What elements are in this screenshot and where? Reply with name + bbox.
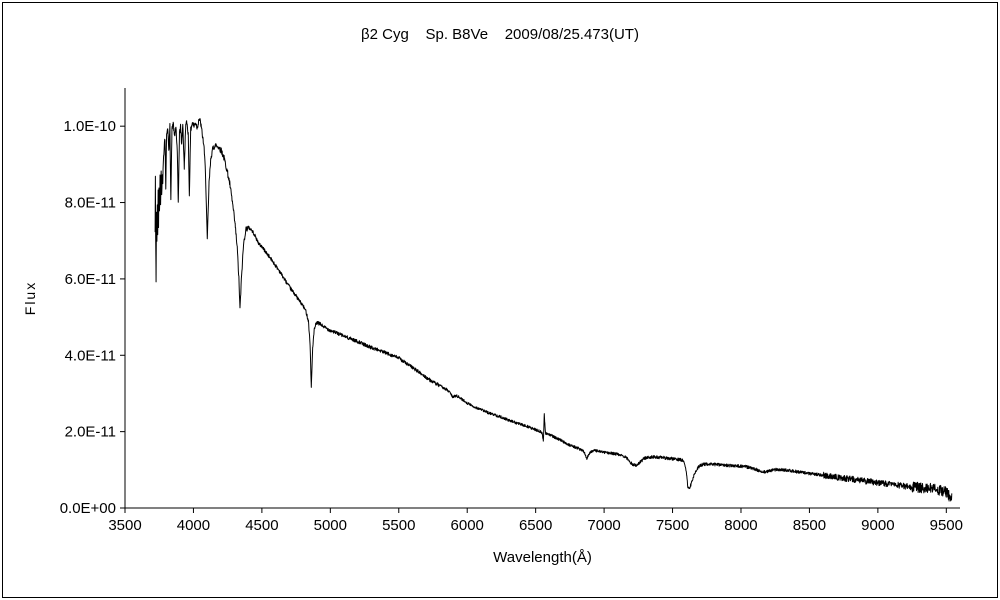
x-tick-label: 9000	[861, 517, 894, 534]
x-tick-label: 3500	[108, 517, 141, 534]
x-tick-label: 6500	[519, 517, 552, 534]
spectrum-line	[154, 118, 953, 502]
y-tick-label: 4.0E-11	[65, 347, 116, 364]
x-tick-label: 7000	[587, 517, 620, 534]
chart-title: β2 Cyg Sp. B8Ve 2009/08/25.473(UT)	[361, 26, 639, 43]
y-tick-label: 1.0E-10	[63, 118, 116, 135]
y-tick-label: 2.0E-11	[65, 424, 116, 441]
y-tick-label: 0.0E+00	[60, 500, 116, 517]
y-tick-label: 8.0E-11	[65, 195, 116, 212]
y-tick-label: 6.0E-11	[65, 271, 116, 288]
x-tick-label: 9500	[930, 517, 963, 534]
x-tick-label: 4000	[177, 517, 210, 534]
x-axis-label: Wavelength(Å)	[493, 549, 592, 566]
x-tick-label: 5500	[382, 517, 415, 534]
x-tick-label: 5000	[314, 517, 347, 534]
x-tick-label: 6000	[451, 517, 484, 534]
x-tick-label: 4500	[245, 517, 278, 534]
x-tick-label: 8000	[724, 517, 757, 534]
x-tick-label: 8500	[793, 517, 826, 534]
x-tick-label: 7500	[656, 517, 689, 534]
